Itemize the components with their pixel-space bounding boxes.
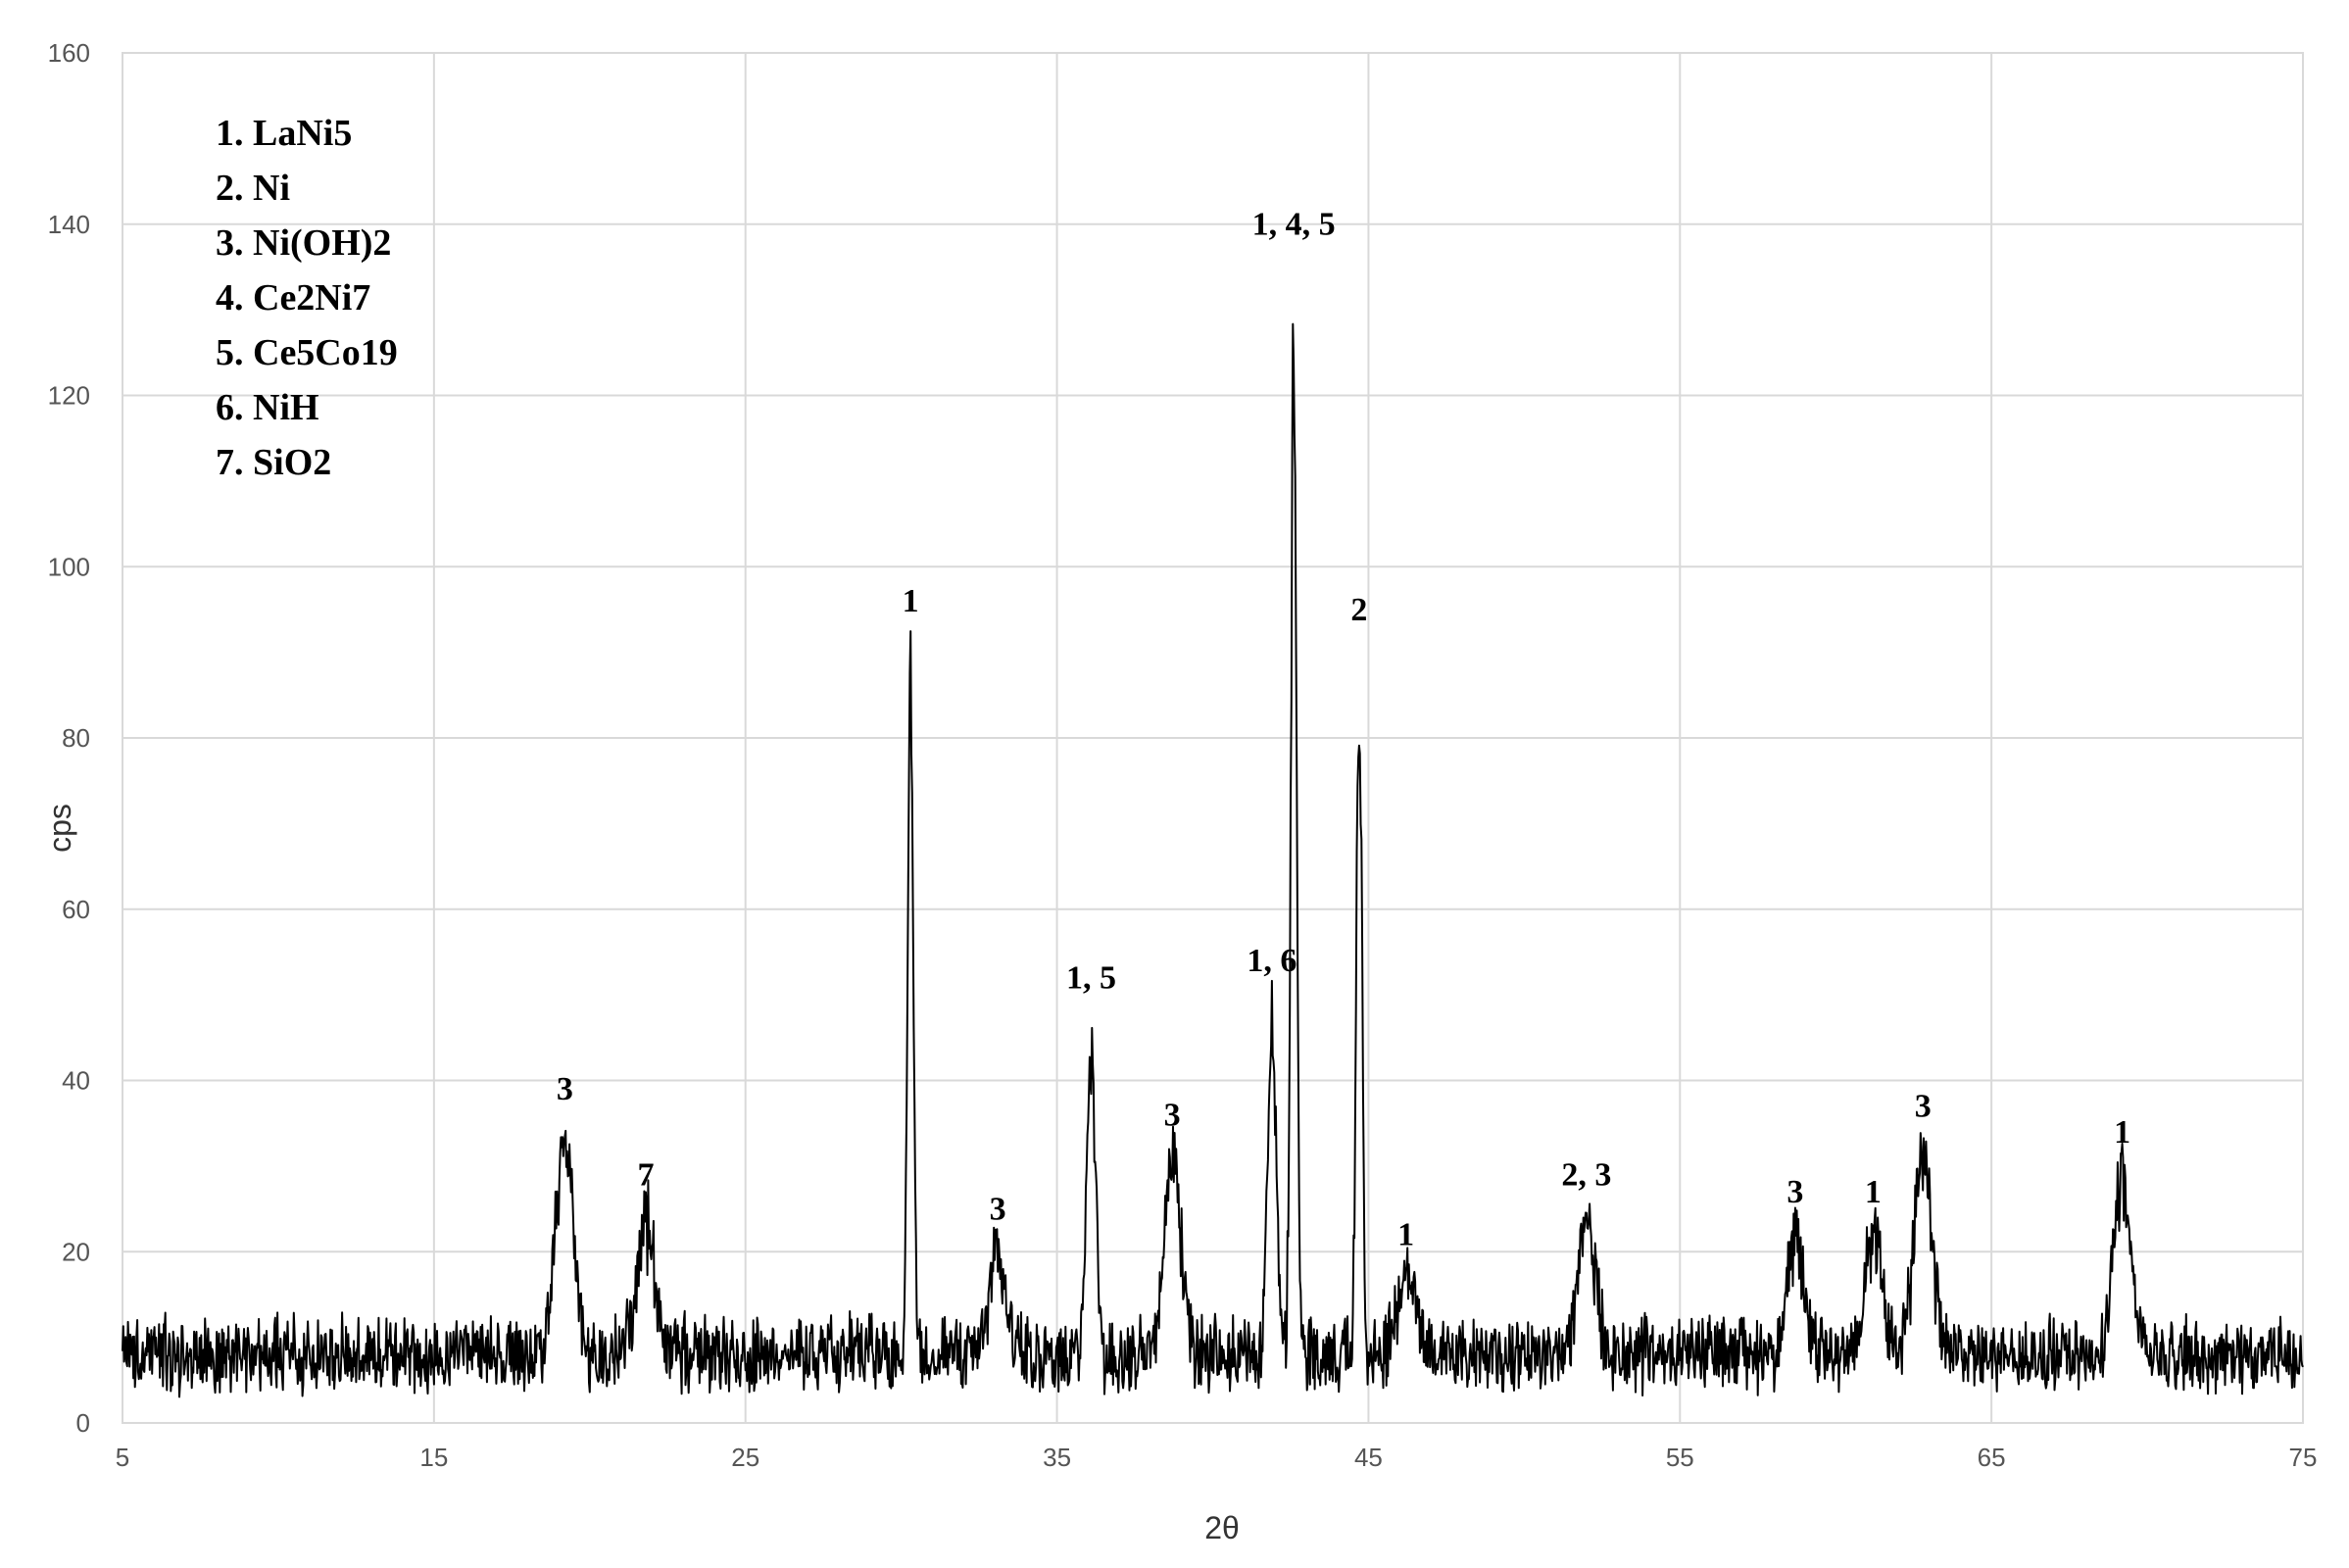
y-tick-label: 100 (48, 552, 90, 581)
peak-label: 3 (1164, 1097, 1181, 1133)
x-axis-title: 2θ (1204, 1510, 1240, 1545)
peak-label: 3 (1786, 1174, 1803, 1210)
y-tick-label: 0 (76, 1408, 90, 1438)
peak-label: 1, 4, 5 (1252, 207, 1336, 243)
diffraction-trace (122, 322, 2304, 1398)
phase-legend: 1. LaNi5 2. Ni 3. Ni(OH)2 4. Ce2Ni7 5. Ce5Co… (216, 113, 398, 483)
y-tick-label: 60 (62, 895, 90, 924)
peak-label: 7 (638, 1157, 655, 1194)
peak-label: 3 (557, 1071, 573, 1107)
x-tick-label: 15 (419, 1443, 448, 1472)
peak-label: 1 (1397, 1217, 1414, 1253)
legend-item: 6. NiH (216, 387, 319, 428)
x-axis-ticks: 5 15 25 35 45 55 65 75 (116, 1443, 2318, 1472)
legend-item: 2. Ni (216, 168, 290, 209)
y-tick-label: 40 (62, 1066, 90, 1096)
x-tick-label: 35 (1043, 1443, 1071, 1472)
x-tick-label: 75 (2289, 1443, 2318, 1472)
x-tick-label: 55 (1666, 1443, 1694, 1472)
peak-label: 1, 6 (1247, 943, 1297, 979)
y-axis-title: cps (42, 804, 77, 853)
legend-item: 3. Ni(OH)2 (216, 222, 391, 264)
y-tick-label: 120 (48, 381, 90, 411)
y-tick-label: 140 (48, 210, 90, 239)
y-tick-label: 160 (48, 38, 90, 68)
legend-item: 5. Ce5Co19 (216, 332, 398, 373)
x-tick-label: 25 (731, 1443, 759, 1472)
x-tick-label: 45 (1354, 1443, 1383, 1472)
peak-labels: 3 7 1 3 1, 5 3 1, 6 1, 4, 5 2 1 2, 3 3 1 3 1 (557, 207, 2130, 1253)
peak-label: 1 (2114, 1114, 2130, 1151)
legend-item: 7. SiO2 (216, 442, 331, 483)
peak-label: 2 (1350, 592, 1367, 628)
peak-label: 1 (903, 583, 919, 619)
y-tick-label: 80 (62, 723, 90, 753)
peak-label: 1, 5 (1066, 960, 1116, 997)
peak-label: 3 (990, 1192, 1006, 1228)
x-tick-label: 5 (116, 1443, 129, 1472)
y-axis-ticks: 0 20 40 60 80 100 120 140 160 (48, 38, 90, 1438)
grid (122, 52, 2304, 1424)
x-tick-label: 65 (1978, 1443, 2006, 1472)
peak-label: 3 (1915, 1089, 1932, 1125)
plot-frame (122, 52, 2304, 1424)
legend-item: 4. Ce2Ni7 (216, 277, 370, 318)
peak-label: 1 (1865, 1174, 1882, 1210)
y-tick-label: 20 (62, 1237, 90, 1266)
peak-label: 2, 3 (1561, 1157, 1611, 1194)
legend-item: 1. LaNi5 (216, 113, 352, 154)
